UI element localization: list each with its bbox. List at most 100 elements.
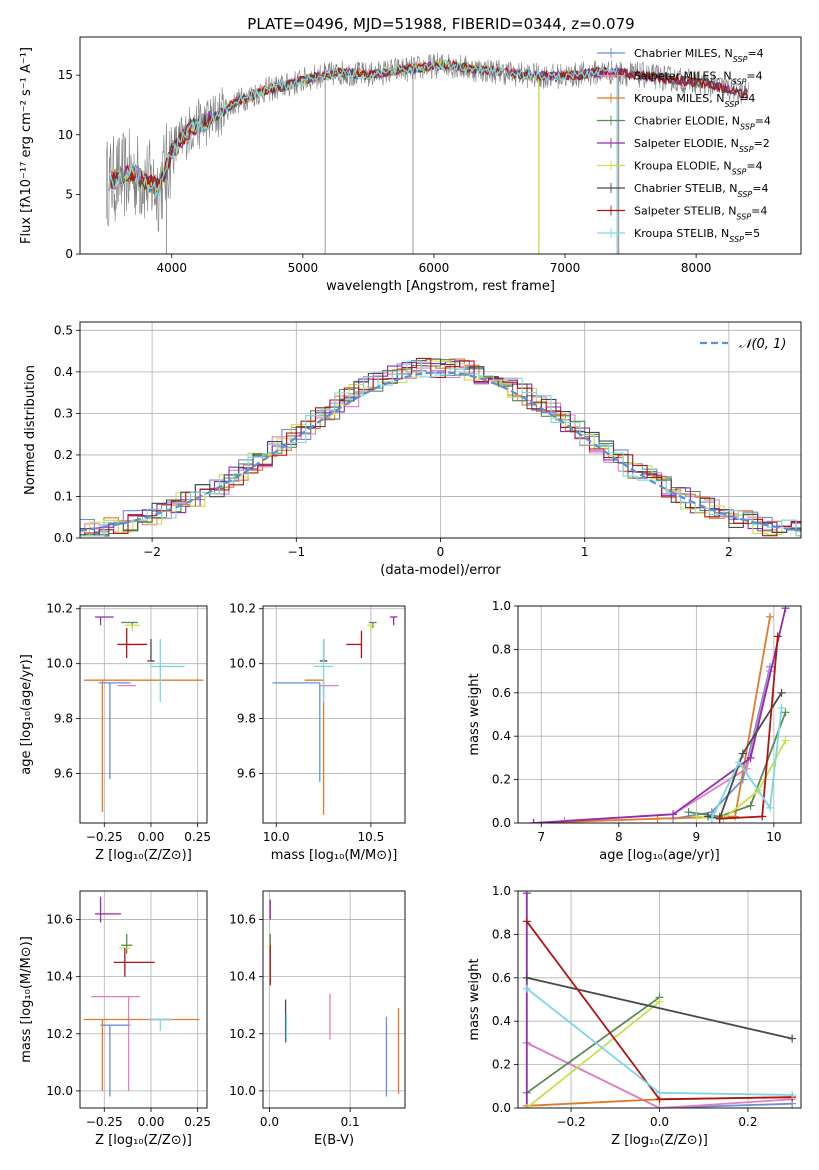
weight-marker-salpeter-miles bbox=[655, 1104, 664, 1108]
point-kroupa-elodie bbox=[367, 624, 375, 631]
axes-frame bbox=[517, 605, 802, 824]
y-axis-label: mass weight bbox=[467, 673, 482, 755]
y-tick-label: 0 bbox=[65, 247, 73, 261]
weight-marker-salpeter-elodie bbox=[669, 810, 678, 819]
y-tick-label: 0.4 bbox=[54, 365, 73, 379]
x-axis-label: (data-model)/error bbox=[380, 563, 501, 578]
y-tick-label: 10.4 bbox=[229, 970, 256, 984]
point-salpeter-elodie bbox=[94, 616, 114, 626]
point-chabrier-elodie bbox=[121, 933, 133, 954]
weight-marker-kroupa-stelib bbox=[707, 814, 716, 823]
points bbox=[83, 616, 204, 813]
weight-marker-salpeter-stelib bbox=[773, 632, 782, 641]
y-tick-label: 10.0 bbox=[46, 657, 73, 671]
y-axis-label: age [log₁₀(age/yr)] bbox=[19, 654, 34, 775]
x-axis-label: wavelength [Angstrom, rest frame] bbox=[326, 279, 555, 294]
grid bbox=[80, 606, 207, 823]
x-tick-label: 0.00 bbox=[138, 1115, 165, 1129]
weight-marker-salpeter-stelib bbox=[522, 917, 531, 926]
y-tick-label: 10.6 bbox=[229, 913, 256, 927]
y-tick-label: 0.0 bbox=[492, 816, 511, 830]
point-kroupa-miles bbox=[83, 679, 204, 813]
point-chabrier-stelib bbox=[147, 638, 155, 662]
legend-label-salpeter-elodie: Salpeter ELODIE, NSSP=2 bbox=[634, 137, 770, 154]
legend-label-salpeter-miles: Salpeter MILES, NSSP=4 bbox=[634, 70, 763, 87]
y-tick-label: 0.0 bbox=[492, 1101, 511, 1115]
legend-label-chabrier-elodie: Chabrier ELODIE, NSSP=4 bbox=[634, 115, 771, 132]
x-tick-label: −0.25 bbox=[86, 1115, 123, 1129]
axes-frame bbox=[262, 605, 406, 824]
weight-marker-kroupa-miles bbox=[765, 612, 774, 621]
hist-kroupa-miles bbox=[80, 358, 801, 537]
weight-marker-kroupa-elodie bbox=[655, 997, 664, 1006]
x-tick-label: 0.2 bbox=[738, 1115, 757, 1129]
normal-curve bbox=[80, 371, 801, 532]
point-kroupa-stelib bbox=[314, 638, 334, 703]
y-tick-label: 0.4 bbox=[492, 729, 511, 743]
point-salpeter-stelib bbox=[346, 630, 363, 659]
y-tick-label: 0.2 bbox=[492, 773, 511, 787]
axes-frame bbox=[79, 36, 802, 255]
y-tick-label: 10.0 bbox=[46, 1084, 73, 1098]
x-tick-label: 8 bbox=[615, 830, 623, 844]
plot-area bbox=[83, 616, 204, 813]
x-tick-label: −1 bbox=[287, 545, 305, 559]
y-tick-label: 10.0 bbox=[229, 1084, 256, 1098]
y-axis-label: mass weight bbox=[467, 958, 482, 1040]
y-tick-label: 15 bbox=[58, 68, 73, 82]
axes-frame bbox=[262, 890, 406, 1109]
weight-marker-salpeter-elodie bbox=[746, 753, 755, 762]
y-tick-label: 0.8 bbox=[492, 927, 511, 941]
panel-residuals: −2 −1 0 1 2 0.0 0.1 0.2 0.3 0.4 0.5 (data-model)/er… bbox=[23, 321, 802, 578]
x-tick-label: 7 bbox=[537, 830, 545, 844]
y-axis-label: Normed distribution bbox=[23, 365, 38, 495]
x-tick-label: 0.25 bbox=[184, 1115, 211, 1129]
weight-line-kroupa-miles bbox=[533, 616, 771, 823]
legend-label-salpeter-stelib: Salpeter STELIB, NSSP=4 bbox=[634, 205, 767, 222]
y-tick-label: 10.0 bbox=[229, 657, 256, 671]
hist-salpeter-stelib bbox=[80, 357, 801, 537]
x-tick-label: −2 bbox=[143, 545, 161, 559]
hist-chabrier-stelib bbox=[80, 358, 801, 537]
x-tick-label: 4000 bbox=[156, 261, 187, 275]
points bbox=[272, 616, 398, 815]
plot-area bbox=[529, 606, 790, 823]
weight-marker-kroupa-stelib bbox=[788, 1090, 797, 1099]
y-tick-label: 1.0 bbox=[492, 599, 511, 613]
point-kroupa-miles bbox=[304, 679, 325, 815]
axes-frame bbox=[517, 890, 802, 1109]
y-tick-label: 9.8 bbox=[54, 712, 73, 726]
points bbox=[268, 899, 400, 1097]
weight-line-salpeter-miles bbox=[526, 1042, 793, 1108]
panel-spectrum: 4000 5000 6000 7000 8000 0 5 10 15 wavelength [An… bbox=[19, 36, 802, 294]
y-tick-label: 0.5 bbox=[54, 323, 73, 337]
weight-line-salpeter-stelib bbox=[719, 636, 779, 820]
weight-marker-chabrier-stelib bbox=[777, 688, 786, 697]
x-tick-label: 0 bbox=[437, 545, 445, 559]
weight-marker-chabrier-stelib bbox=[522, 973, 531, 982]
x-axis-label: Z [log₁₀(Z/Z⊙)] bbox=[611, 1133, 708, 1148]
legend-label-kroupa-stelib: Kroupa STELIB, NSSP=5 bbox=[634, 227, 760, 244]
legend-label-chabrier-stelib: Chabrier STELIB, NSSP=4 bbox=[634, 182, 768, 199]
y-tick-label: 9.6 bbox=[54, 767, 73, 781]
histograms bbox=[80, 357, 801, 537]
panel-age-vs-Z: −0.25 0.00 0.25 9.6 9.8 10.0 10.2 Z [log₁₀(Z/Z⊙… bbox=[19, 602, 211, 863]
weight-marker-kroupa-elodie bbox=[522, 1104, 531, 1108]
plot-area bbox=[83, 896, 200, 1097]
grid bbox=[80, 322, 801, 539]
y-tick-label: 10.6 bbox=[46, 913, 73, 927]
model-chabrier-stelib bbox=[108, 61, 748, 191]
legend-label-kroupa-miles: Kroupa MILES, NSSP=4 bbox=[634, 92, 755, 109]
point-kroupa-elodie bbox=[124, 624, 140, 631]
legend: 𝒩(0, 1) bbox=[700, 337, 786, 352]
weight-marker-salpeter-elodie bbox=[781, 606, 790, 613]
spectrum-models bbox=[108, 58, 749, 254]
weight-line-kroupa-elodie bbox=[526, 1000, 661, 1108]
plot-area bbox=[272, 616, 398, 815]
x-axis-label: Z [log₁₀(Z/Z⊙)] bbox=[95, 848, 192, 863]
plot-area bbox=[105, 52, 749, 254]
y-tick-label: 10.2 bbox=[229, 602, 256, 616]
y-axis-label: mass [log₁₀(M/M⊙)] bbox=[19, 936, 34, 1063]
legend-normal-label: 𝒩(0, 1) bbox=[739, 337, 786, 352]
